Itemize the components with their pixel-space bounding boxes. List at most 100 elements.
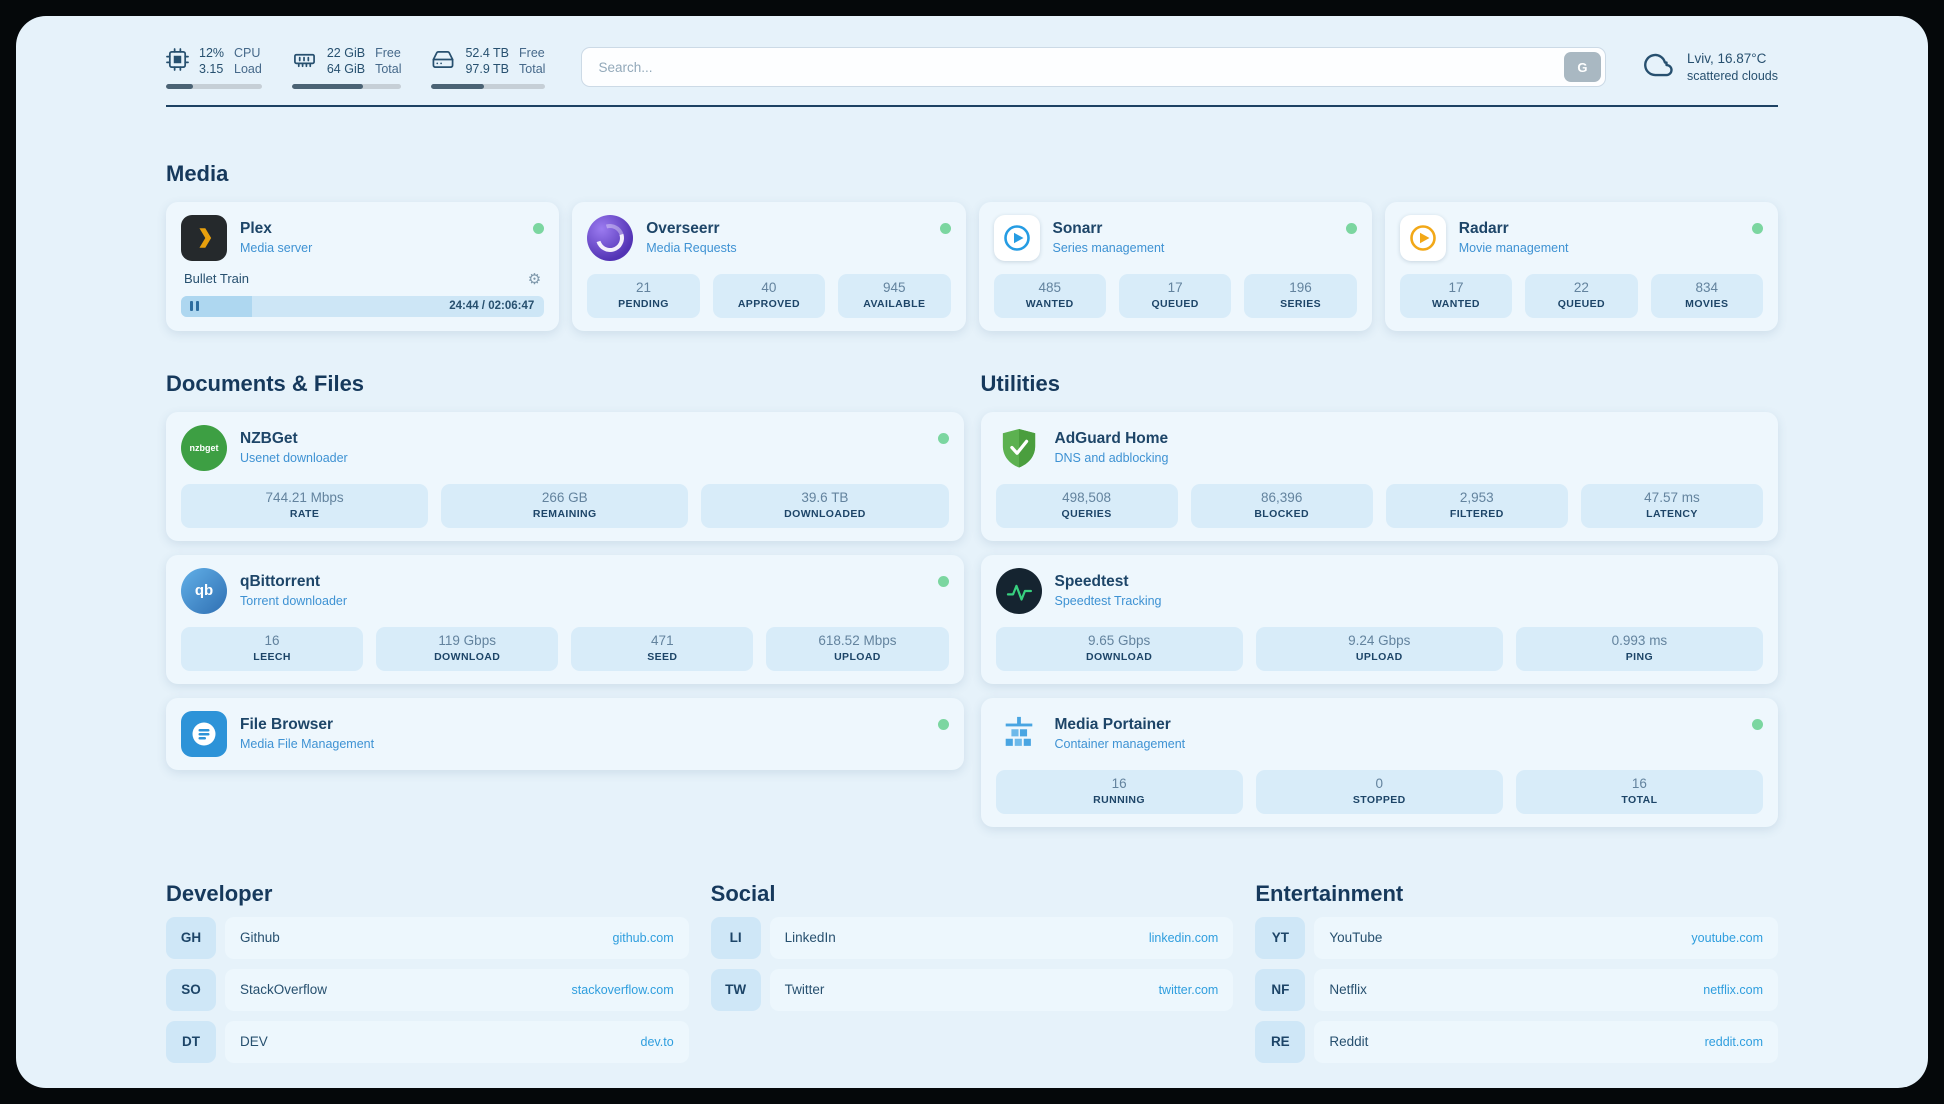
bookmark-name: LinkedIn (784, 930, 836, 946)
stat-total: 16 TOTAL (1515, 769, 1764, 814)
bookmark-url[interactable]: reddit.com (1704, 1034, 1763, 1049)
bookmark-abbr: TW (710, 968, 761, 1011)
cpu-label: CPU (234, 46, 261, 60)
stat-available: 945 AVAILABLE (838, 273, 951, 318)
bookmark-netflix[interactable]: NF Netflix netflix.com (1255, 968, 1778, 1011)
bookmark-stackoverflow[interactable]: SO StackOverflow stackoverflow.com (166, 968, 689, 1011)
stat-value: 22 (1573, 279, 1589, 295)
app-card-radarr[interactable]: Radarr Movie management 17 WANTED 22 QUE… (1384, 201, 1778, 331)
bookmark-name: Twitter (784, 982, 825, 998)
bookmark-dev[interactable]: DT DEV dev.to (166, 1020, 689, 1063)
bookmark-name: YouTube (1329, 930, 1383, 946)
gear-icon[interactable]: ⚙ (527, 270, 542, 288)
app-card-filebrowser[interactable]: File Browser Media File Management (166, 697, 964, 770)
app-card-nzbget[interactable]: nzbget NZBGet Usenet downloader 744.21 M… (166, 411, 964, 541)
playback-bar: 24:44 / 02:06:47 (181, 295, 545, 317)
speedtest-icon (995, 567, 1042, 614)
stat-label: WANTED (1432, 297, 1480, 310)
stat-label: PING (1625, 650, 1654, 663)
stat-value: 744.21 Mbps (265, 489, 344, 505)
stat-value: 16 (264, 632, 280, 648)
stat-download: 9.65 Gbps DOWNLOAD (995, 626, 1243, 671)
ram-label-total: Total (375, 61, 402, 76)
bookmark-url[interactable]: twitter.com (1158, 982, 1219, 997)
cpu-load-avg: 3.15 (199, 61, 224, 76)
app-card-speedtest[interactable]: Speedtest Speedtest Tracking 9.65 Gbps D… (980, 554, 1778, 684)
stat-seed: 471 SEED (571, 626, 754, 671)
stat-value: 9.24 Gbps (1348, 632, 1411, 648)
bookmark-abbr: LI (710, 916, 761, 959)
bookmark-twitter[interactable]: TW Twitter twitter.com (710, 968, 1234, 1011)
ram-free: 22 GiB (326, 46, 366, 60)
nzbget-icon: nzbget (181, 424, 227, 471)
pause-icon[interactable] (190, 301, 199, 312)
bookmark-youtube[interactable]: YT YouTube youtube.com (1255, 916, 1778, 959)
bookmark-github[interactable]: GH Github github.com (166, 916, 689, 959)
app-card-qbittorrent[interactable]: qb qBittorrent Torrent downloader 16 LEE… (166, 554, 964, 684)
system-stats: 12% 3.15 CPU Load (166, 46, 546, 89)
app-name: qBittorrent (240, 573, 321, 591)
bookmark-url[interactable]: github.com (612, 930, 674, 945)
app-subtitle: Movie management (1458, 241, 1569, 256)
search-bar: G (581, 47, 1606, 88)
stat-label: STOPPED (1352, 793, 1406, 806)
app-card-portainer[interactable]: Media Portainer Container management 16 … (980, 697, 1778, 827)
app-card-adguard[interactable]: AdGuard Home DNS and adblocking 498,508 … (980, 411, 1778, 541)
cpu-progress-fill (166, 84, 193, 89)
app-card-sonarr[interactable]: Sonarr Series management 485 WANTED 17 Q… (978, 201, 1372, 331)
stat-blocked: 86,396 BLOCKED (1190, 483, 1373, 528)
app-subtitle: Torrent downloader (240, 594, 348, 609)
stat-label: LEECH (253, 650, 291, 663)
status-dot (939, 222, 951, 234)
stat-leech: 16 LEECH (181, 626, 364, 671)
bookmark-abbr: NF (1255, 968, 1306, 1011)
bookmark-group-social: Social LI LinkedIn linkedin.com TW Twitt… (710, 881, 1234, 1063)
bookmark-url[interactable]: dev.to (640, 1034, 674, 1049)
disk-free: 52.4 TB (465, 46, 510, 60)
stat-label: REMAINING (532, 507, 597, 520)
stat-upload: 9.24 Gbps UPLOAD (1255, 626, 1503, 671)
stat-label: SEED (647, 650, 678, 663)
status-dot (1345, 222, 1357, 234)
stat-queued: 17 QUEUED (1118, 273, 1232, 318)
qbittorrent-icon: qb (181, 567, 227, 614)
developer-section-title: Developer (166, 880, 273, 906)
bookmark-abbr: GH (166, 916, 216, 959)
stat-label: PENDING (618, 297, 669, 310)
stat-latency: 47.57 ms LATENCY (1580, 483, 1763, 528)
stat-wanted: 17 WANTED (1399, 273, 1513, 318)
stat-label: UPLOAD (1355, 650, 1403, 663)
playback-progress-fill (181, 295, 252, 317)
stat-label: AVAILABLE (863, 297, 926, 310)
app-name: NZBGet (240, 430, 298, 448)
search-engine-button[interactable]: G (1563, 52, 1601, 83)
bookmark-name: Reddit (1329, 1034, 1369, 1050)
weather-condition: scattered clouds (1686, 69, 1778, 84)
stat-value: 945 (883, 279, 906, 295)
search-input[interactable] (581, 47, 1606, 88)
stat-remaining: 266 GB REMAINING (441, 483, 689, 528)
bookmark-reddit[interactable]: RE Reddit reddit.com (1255, 1020, 1778, 1063)
ram-stat: 22 GiB 64 GiB Free Total (291, 46, 402, 89)
stat-value: 16 (1631, 775, 1647, 791)
app-subtitle: DNS and adblocking (1054, 451, 1169, 466)
stat-label: RATE (289, 507, 320, 520)
bookmark-url[interactable]: netflix.com (1703, 982, 1763, 997)
app-name: AdGuard Home (1054, 430, 1169, 448)
stat-series: 196 SERIES (1244, 273, 1357, 318)
bookmark-url[interactable]: linkedin.com (1148, 930, 1219, 945)
cpu-icon (166, 47, 189, 76)
disk-label-total: Total (519, 61, 546, 76)
app-card-overseerr[interactable]: Overseerr Media Requests 21 PENDING 40 A… (572, 201, 966, 331)
section-media: Media Plex Media server (166, 161, 1778, 331)
stat-value: 834 (1695, 279, 1719, 295)
stat-label: WANTED (1025, 297, 1074, 310)
disk-icon (431, 48, 455, 76)
bookmark-url[interactable]: youtube.com (1691, 930, 1763, 945)
adguard-icon (996, 425, 1042, 471)
app-name: Radarr (1458, 220, 1509, 238)
app-card-plex[interactable]: Plex Media server Bullet Train ⚙ 24:44 /… (166, 201, 560, 331)
bookmark-linkedin[interactable]: LI LinkedIn linkedin.com (710, 916, 1234, 959)
bookmark-url[interactable]: stackoverflow.com (571, 982, 674, 997)
stat-rate: 744.21 Mbps RATE (181, 483, 429, 528)
